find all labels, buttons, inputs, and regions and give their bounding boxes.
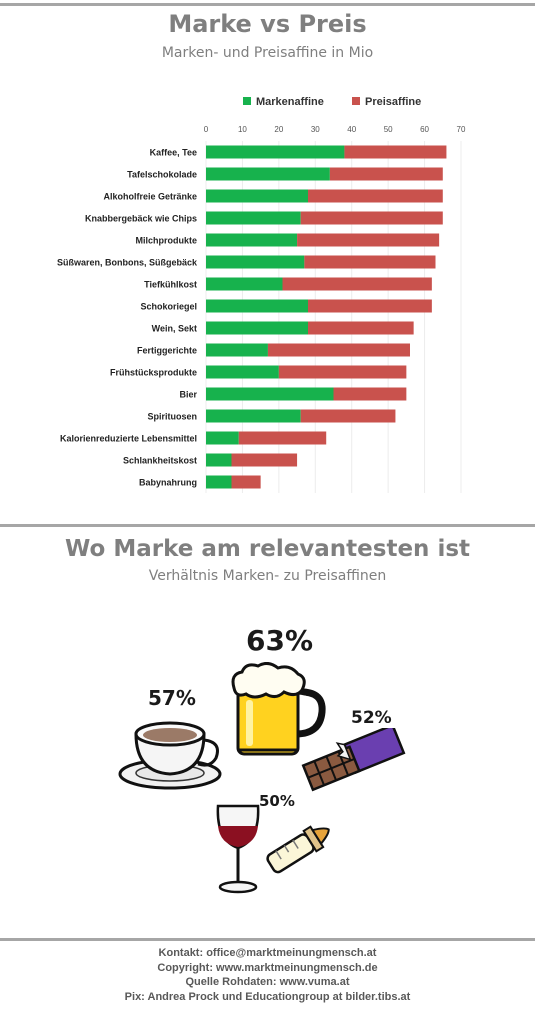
- bar-markenaffine: [206, 145, 345, 159]
- category-label: Wein, Sekt: [152, 324, 197, 334]
- section-title: Wo Marke am relevantesten ist: [64, 536, 471, 562]
- category-label: Knabbergebäck wie Chips: [85, 214, 197, 224]
- legend-swatch-preisaffine: [352, 97, 360, 105]
- chocolate-bar-icon: [301, 728, 406, 792]
- coffee-percent: 57%: [148, 686, 196, 710]
- category-label: Spirituosen: [147, 412, 197, 422]
- x-tick-label: 60: [420, 125, 429, 134]
- bar-preisaffine: [231, 453, 298, 467]
- bar-markenaffine: [206, 233, 298, 247]
- wine-baby-percent: 50%: [259, 792, 295, 810]
- bar-preisaffine: [282, 277, 432, 291]
- bar-markenaffine: [206, 365, 279, 379]
- bar-markenaffine: [206, 343, 268, 357]
- category-label: Süßwaren, Bonbons, Süßgebäck: [57, 258, 198, 268]
- category-label: Babynahrung: [139, 478, 197, 488]
- bar-preisaffine: [333, 387, 407, 401]
- bar-markenaffine: [206, 409, 301, 423]
- bar-preisaffine: [308, 189, 443, 203]
- bar-markenaffine: [206, 277, 283, 291]
- x-tick-label: 40: [347, 125, 356, 134]
- category-label: Kalorienreduzierte Lebensmittel: [60, 434, 197, 444]
- bar-preisaffine: [238, 431, 327, 445]
- stacked-bar-chart: 0 10 20 30 40 50 60 70 Kaffee, Tee Tafelschokolad…: [57, 125, 466, 493]
- bar-markenaffine: [206, 211, 301, 225]
- bar-markenaffine: [206, 453, 232, 467]
- bar-preisaffine: [231, 475, 261, 489]
- x-tick-label: 70: [457, 125, 466, 134]
- bar-markenaffine: [206, 167, 330, 181]
- category-label: Bier: [179, 390, 197, 400]
- footer-contact: Kontakt: office@marktmeinungmensch.at: [158, 947, 377, 959]
- bar-markenaffine: [206, 255, 305, 269]
- bar-preisaffine: [267, 343, 410, 357]
- middle-divider: [0, 524, 535, 527]
- bar-markenaffine: [206, 431, 239, 445]
- baby-bottle-icon: [266, 825, 330, 874]
- bar-markenaffine: [206, 189, 308, 203]
- section-subtitle: Verhältnis Marken- zu Preisaffinen: [148, 568, 387, 584]
- category-label: Tafelschokolade: [127, 170, 197, 180]
- category-label: Alkoholfreie Getränke: [103, 192, 197, 202]
- wine-glass-icon: [216, 804, 260, 894]
- x-tick-label: 20: [274, 125, 283, 134]
- category-label: Kaffee, Tee: [150, 148, 197, 158]
- bar-markenaffine: [206, 299, 308, 313]
- beer-percent: 63%: [246, 624, 314, 657]
- category-label: Schokoriegel: [140, 302, 197, 312]
- category-label: Schlankheitskost: [123, 456, 197, 466]
- category-label: Frühstücksprodukte: [110, 368, 197, 378]
- bottom-divider: [0, 938, 535, 941]
- beer-mug-icon: [231, 662, 326, 756]
- x-tick-label: 10: [238, 125, 247, 134]
- x-tick-label: 0: [204, 125, 209, 134]
- x-tick-label: 30: [311, 125, 320, 134]
- chocolate-percent: 52%: [351, 708, 392, 728]
- category-label: Tiefkühlkost: [144, 280, 197, 290]
- bar-preisaffine: [300, 409, 396, 423]
- bar-preisaffine: [329, 167, 443, 181]
- legend-label-markenaffine: Markenaffine: [256, 96, 324, 108]
- chart-subtitle: Marken- und Preisaffine in Mio: [161, 45, 374, 61]
- category-label: Fertiggerichte: [137, 346, 197, 356]
- bar-preisaffine: [300, 211, 443, 225]
- bar-preisaffine: [344, 145, 447, 159]
- chart-title: Marke vs Preis: [168, 10, 367, 38]
- legend-preisaffine: Preisaffine: [352, 96, 421, 108]
- legend-swatch-markenaffine: [243, 97, 251, 105]
- footer-pix: Pix: Andrea Prock und Educationgroup at …: [124, 990, 411, 1003]
- bar-preisaffine: [308, 299, 432, 313]
- legend-markenaffine: Markenaffine: [243, 96, 324, 108]
- bar-markenaffine: [206, 321, 308, 335]
- bar-preisaffine: [308, 321, 414, 335]
- bar-preisaffine: [297, 233, 440, 247]
- footer: Kontakt: office@marktmeinungmensch.at Co…: [0, 946, 535, 1004]
- x-tick-label: 50: [384, 125, 393, 134]
- legend-label-preisaffine: Preisaffine: [365, 96, 422, 108]
- bar-preisaffine: [278, 365, 407, 379]
- coffee-cup-icon: [118, 721, 222, 790]
- bar-markenaffine: [206, 475, 232, 489]
- bar-preisaffine: [304, 255, 436, 269]
- footer-source: Quelle Rohdaten: www.vuma.at: [185, 976, 350, 988]
- bar-markenaffine: [206, 387, 334, 401]
- footer-copyright: Copyright: www.marktmeinungmensch.de: [157, 961, 378, 974]
- category-label: Milchprodukte: [135, 236, 197, 246]
- top-divider: [0, 3, 535, 6]
